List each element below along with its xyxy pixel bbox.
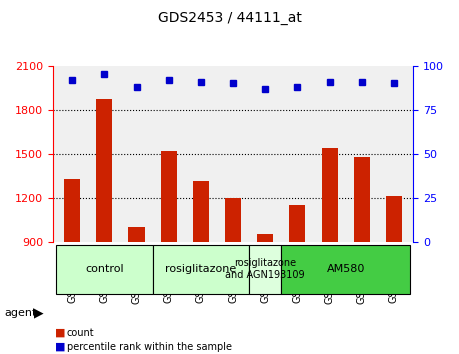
FancyBboxPatch shape <box>281 245 410 294</box>
Text: GDS2453 / 44111_at: GDS2453 / 44111_at <box>157 11 302 25</box>
Bar <box>322 148 338 354</box>
Bar <box>289 205 306 354</box>
Bar <box>354 156 370 354</box>
Text: AM580: AM580 <box>326 264 365 274</box>
Bar <box>96 99 112 354</box>
Text: ■: ■ <box>55 328 66 338</box>
Bar <box>193 182 209 354</box>
Bar <box>225 198 241 354</box>
Bar <box>386 196 402 354</box>
Text: count: count <box>67 328 94 338</box>
Text: rosiglitazone: rosiglitazone <box>165 264 236 274</box>
FancyBboxPatch shape <box>249 245 281 294</box>
Text: ▶: ▶ <box>34 307 44 320</box>
Bar <box>161 151 177 354</box>
Text: control: control <box>85 264 123 274</box>
Text: rosiglitazone
and AGN193109: rosiglitazone and AGN193109 <box>225 258 305 280</box>
Bar <box>129 227 145 354</box>
FancyBboxPatch shape <box>56 245 152 294</box>
Bar <box>257 234 273 354</box>
Text: percentile rank within the sample: percentile rank within the sample <box>67 342 231 352</box>
Bar <box>64 178 80 354</box>
Text: agent: agent <box>5 308 37 318</box>
Text: ■: ■ <box>55 342 66 352</box>
FancyBboxPatch shape <box>152 245 249 294</box>
